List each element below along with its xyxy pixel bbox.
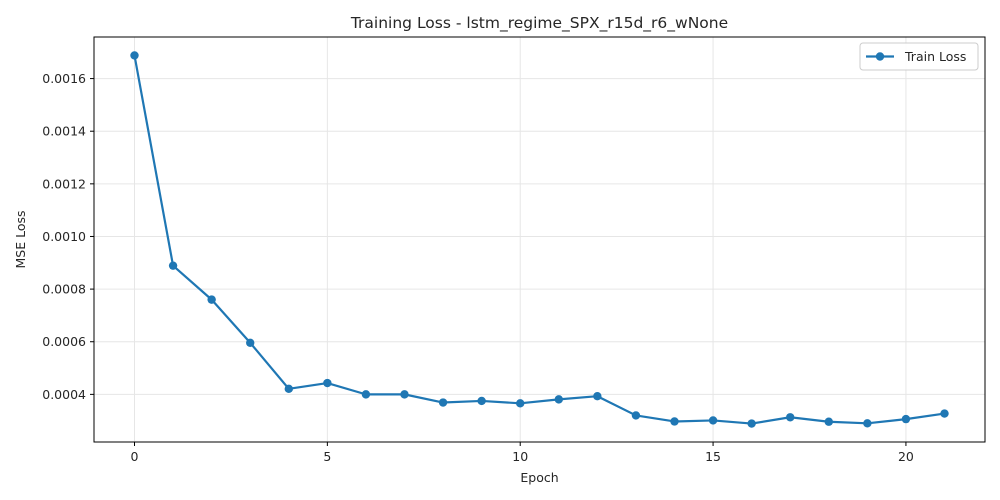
data-point (593, 392, 602, 401)
x-tick-label: 5 (323, 449, 331, 464)
x-axis-title: Epoch (520, 470, 558, 485)
data-point (940, 409, 949, 418)
chart-title: Training Loss - lstm_regime_SPX_r15d_r6_… (350, 14, 728, 33)
data-point (631, 411, 641, 420)
legend-box (859, 42, 979, 71)
data-point (361, 390, 371, 399)
y-axis-title: MSE Loss (13, 210, 28, 268)
data-point (901, 414, 911, 424)
axis-ticks: 0 5 10 15 20 0.0004 0.0006 0.0008 0.0010 0.0012 0.… (42, 71, 914, 464)
data-point (400, 390, 409, 399)
y-tick-label: 0.0008 (42, 282, 86, 297)
data-point (670, 417, 679, 426)
data-point (168, 261, 178, 270)
x-tick-label: 20 (898, 449, 914, 464)
data-point (786, 413, 795, 422)
x-tick-label: 15 (705, 449, 721, 464)
legend-marker-train-loss (875, 52, 885, 61)
y-tick-label: 0.0006 (42, 334, 86, 349)
data-point (323, 378, 332, 388)
legend-label-train-loss: Train Loss (904, 49, 966, 64)
y-tick-label: 0.0012 (42, 176, 86, 191)
data-point (438, 398, 448, 407)
data-point (554, 395, 563, 404)
data-point (130, 51, 139, 60)
series-line-train-loss (133, 55, 945, 425)
data-point (747, 419, 756, 428)
x-tick-label: 0 (131, 449, 139, 464)
plot-area-frame (93, 36, 986, 443)
legend: Train Loss (859, 42, 979, 71)
data-point (246, 338, 255, 347)
y-tick-label: 0.0014 (42, 124, 86, 139)
data-point (708, 416, 718, 425)
y-tick-label: 0.0016 (42, 71, 86, 86)
x-tick-label: 10 (512, 449, 528, 464)
data-point (207, 295, 216, 304)
y-tick-label: 0.0010 (42, 229, 86, 244)
data-point (284, 384, 293, 394)
series-layer (130, 51, 949, 428)
grid (94, 37, 985, 442)
data-point (824, 417, 833, 426)
y-tick-label: 0.0004 (42, 387, 86, 402)
data-point (516, 399, 525, 408)
data-point (477, 396, 486, 406)
data-point (863, 419, 872, 428)
